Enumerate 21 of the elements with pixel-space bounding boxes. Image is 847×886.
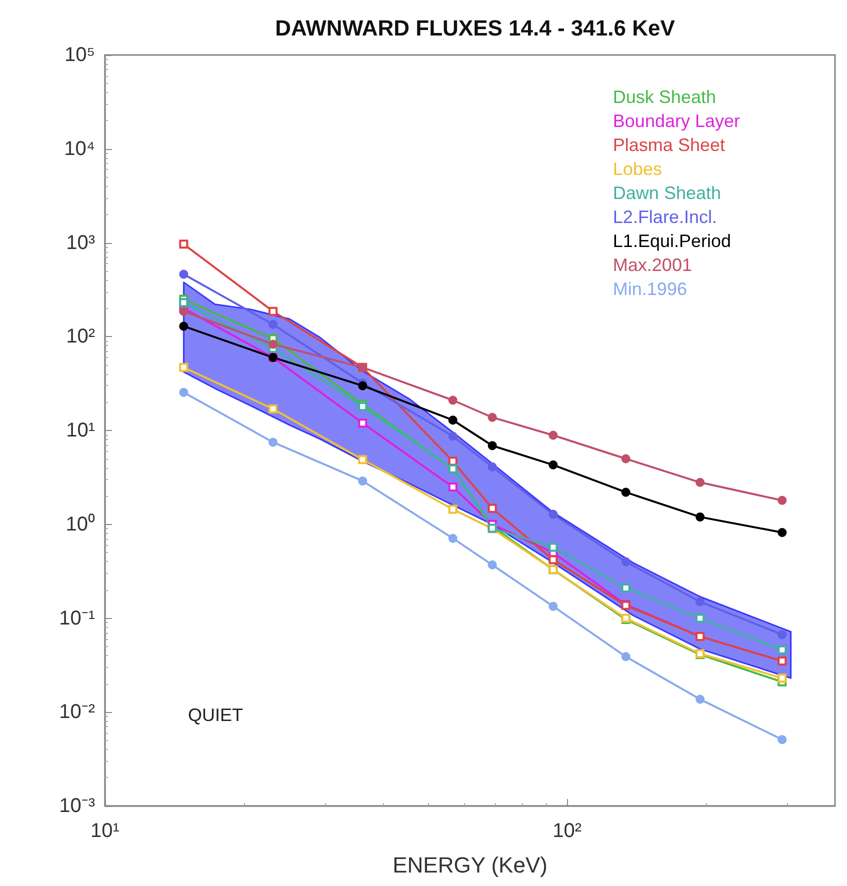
- y-tick-label: 10³: [66, 232, 96, 254]
- text: Dusk Sheath: [612, 87, 716, 107]
- text: Lobes: [612, 159, 662, 179]
- y-tick-label: 10⁵: [64, 44, 95, 66]
- text: Boundary Layer: [612, 111, 740, 131]
- x-axis-title: ENERGY (KeV): [392, 852, 548, 878]
- y-tick-label: 10⁻¹: [59, 607, 96, 630]
- y-tick-label: 10¹: [66, 420, 96, 442]
- text: Max.2001: [612, 255, 692, 275]
- y-tick-label: 10⁻³: [59, 795, 96, 817]
- text: Min.1996: [612, 279, 687, 299]
- y-tick-label: 10⁻²: [59, 701, 96, 724]
- text: Plasma Sheet: [612, 135, 725, 155]
- annotation: QUIET: [188, 705, 244, 725]
- text: L2.Flare.Incl.: [612, 207, 717, 227]
- y-tick-label: 10⁴: [64, 138, 95, 160]
- y-tick-label: 10²: [66, 326, 96, 348]
- text: Dawn Sheath: [612, 183, 721, 203]
- chart-title: DAWNWARD FLUXES 14.4 - 341.6 KeV: [275, 16, 676, 40]
- y-tick-label: 10⁰: [66, 512, 95, 536]
- text: L1.Equi.Period: [612, 231, 732, 251]
